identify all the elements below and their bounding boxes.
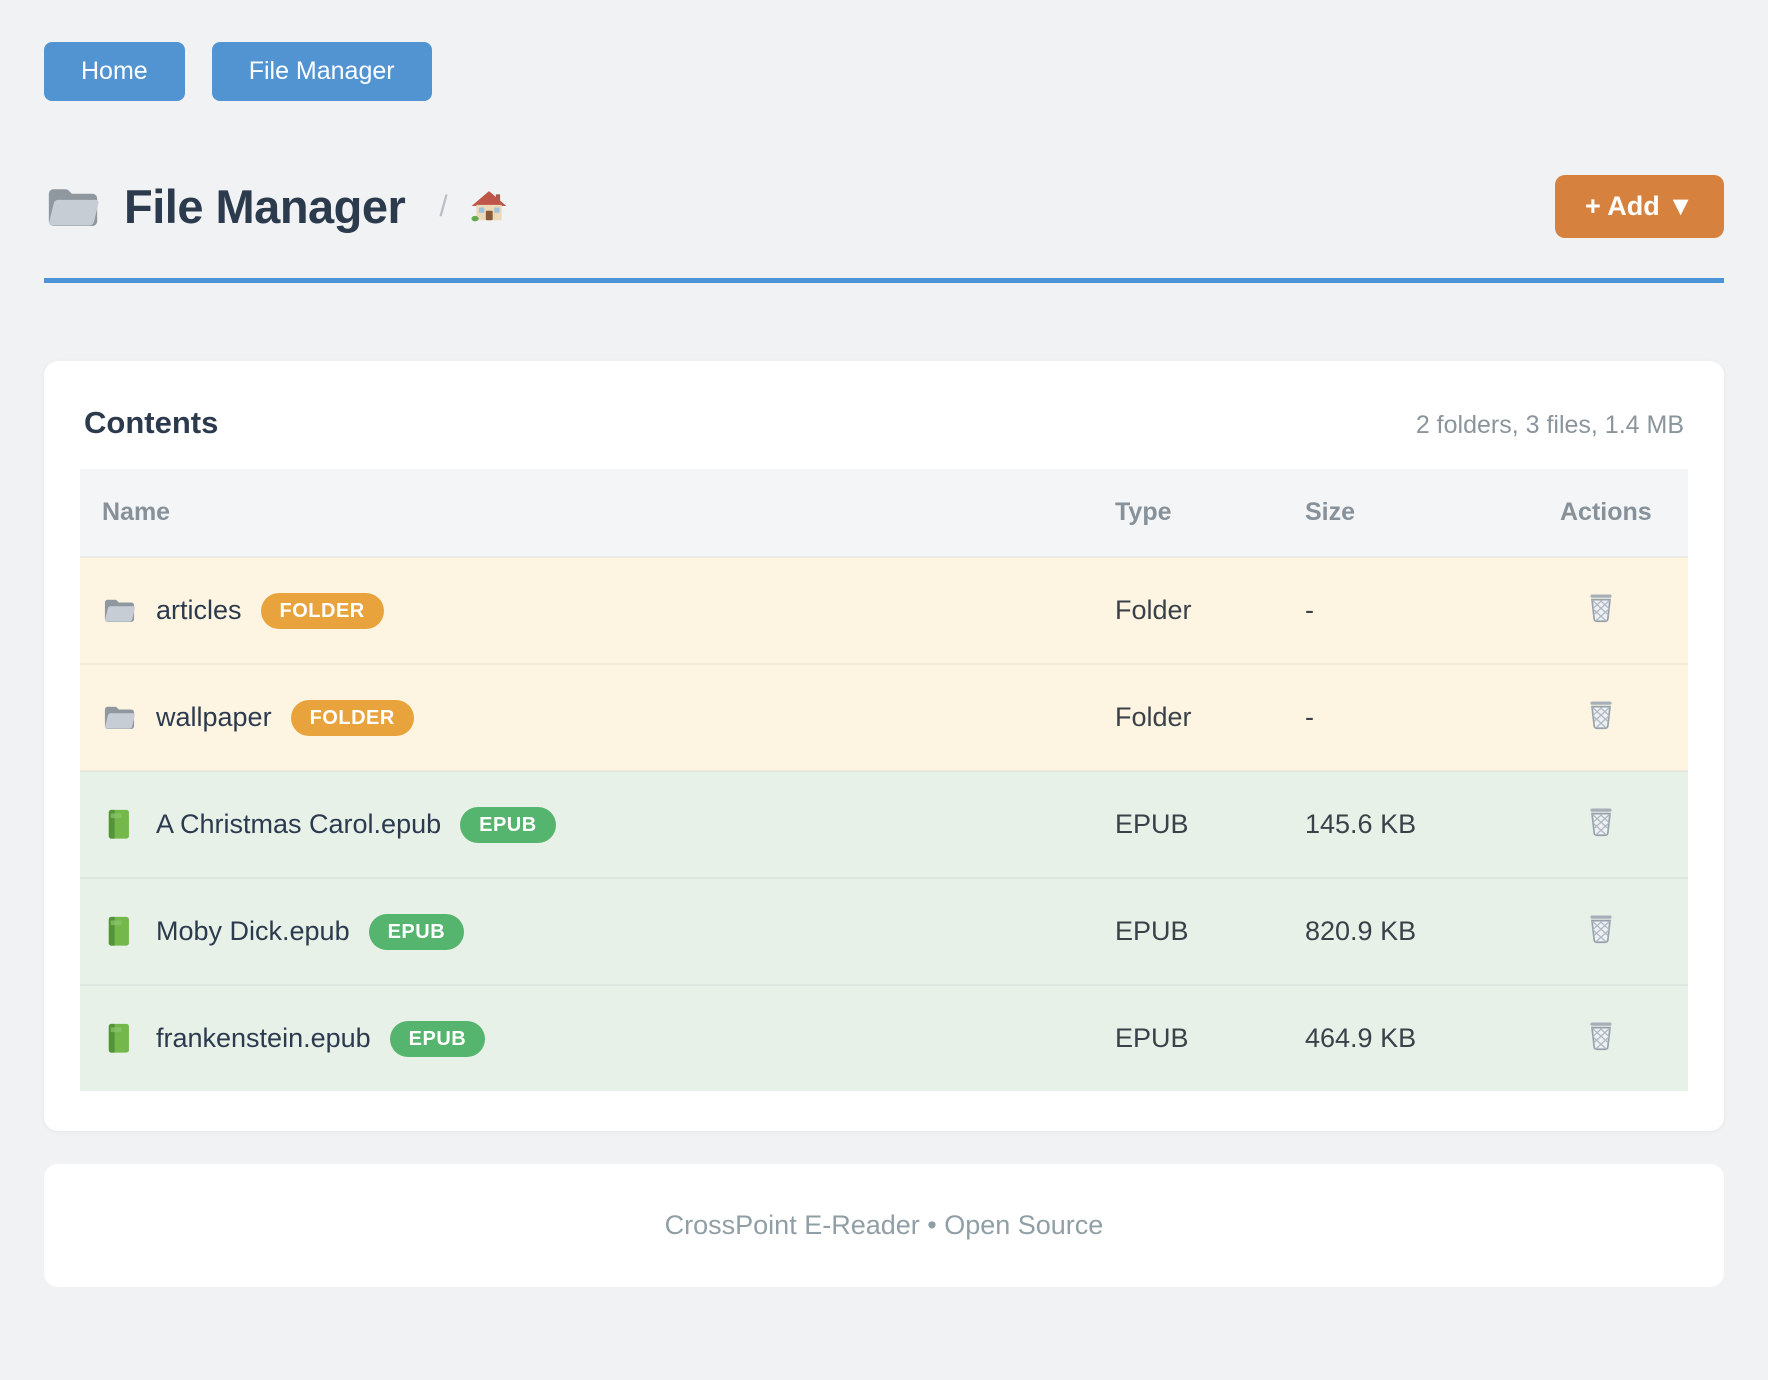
file-size: - — [1283, 663, 1538, 771]
column-header-size: Size — [1283, 469, 1538, 557]
folder-icon — [44, 178, 102, 236]
file-name: articles — [156, 595, 242, 625]
file-type: Folder — [1093, 556, 1283, 664]
breadcrumb-nav: Home File Manager — [44, 42, 1724, 101]
file-name: A Christmas Carol.epub — [156, 809, 442, 839]
file-type-badge: EPUB — [368, 913, 465, 950]
file-table-body: articles FOLDER Folder - wallpaper FOLDE… — [80, 556, 1688, 1091]
file-name: Moby Dick.epub — [156, 916, 350, 946]
book-icon — [102, 914, 137, 949]
breadcrumb-separator: / — [439, 189, 448, 223]
file-name: wallpaper — [156, 702, 272, 732]
trash-icon — [1582, 694, 1620, 734]
folder-icon — [102, 593, 137, 628]
folder-icon — [102, 700, 137, 735]
table-row[interactable]: articles FOLDER Folder - — [80, 556, 1688, 664]
nav-button-file-manager[interactable]: File Manager — [211, 42, 432, 101]
page-title: File Manager — [124, 180, 406, 233]
file-type: EPUB — [1093, 984, 1283, 1091]
file-size: - — [1283, 556, 1538, 664]
house-icon[interactable] — [470, 188, 508, 226]
column-header-name: Name — [80, 469, 1093, 557]
contents-card: Contents 2 folders, 3 files, 1.4 MB Name… — [44, 361, 1724, 1131]
contents-summary: 2 folders, 3 files, 1.4 MB — [1415, 411, 1684, 439]
header-divider — [44, 278, 1724, 283]
file-name: frankenstein.epub — [156, 1023, 371, 1053]
nav-button-home[interactable]: Home — [44, 42, 185, 101]
file-size: 820.9 KB — [1283, 877, 1538, 985]
delete-button[interactable] — [1582, 694, 1620, 734]
trash-icon — [1582, 587, 1620, 627]
page-title-group: File Manager / — [44, 178, 508, 236]
column-header-type: Type — [1093, 469, 1283, 557]
contents-heading: Contents — [84, 405, 219, 440]
delete-button[interactable] — [1582, 908, 1620, 948]
file-type: EPUB — [1093, 770, 1283, 878]
trash-icon — [1582, 908, 1620, 948]
footer: CrossPoint E-Reader • Open Source — [44, 1164, 1724, 1287]
file-table: Name Type Size Actions articles FOLDER F… — [80, 469, 1688, 1091]
table-header-row: Name Type Size Actions — [80, 469, 1688, 557]
table-row[interactable]: frankenstein.epub EPUB EPUB 464.9 KB — [80, 984, 1688, 1091]
column-header-actions: Actions — [1538, 469, 1688, 557]
file-size: 145.6 KB — [1283, 770, 1538, 878]
book-icon — [102, 807, 137, 842]
delete-button[interactable] — [1582, 587, 1620, 627]
trash-icon — [1582, 801, 1620, 841]
file-type: EPUB — [1093, 877, 1283, 985]
table-row[interactable]: A Christmas Carol.epub EPUB EPUB 145.6 K… — [80, 770, 1688, 878]
contents-card-header: Contents 2 folders, 3 files, 1.4 MB — [80, 405, 1688, 441]
delete-button[interactable] — [1582, 1015, 1620, 1055]
page: Home File Manager File Manager / + Add ▼… — [44, 42, 1724, 1287]
footer-text: CrossPoint E-Reader • Open Source — [664, 1210, 1104, 1240]
delete-button[interactable] — [1582, 801, 1620, 841]
trash-icon — [1582, 1015, 1620, 1055]
page-header: File Manager / + Add ▼ — [44, 175, 1724, 238]
file-type-badge: FOLDER — [260, 592, 384, 629]
file-type-badge: EPUB — [460, 806, 556, 843]
file-type: Folder — [1093, 663, 1283, 771]
add-button[interactable]: + Add ▼ — [1555, 175, 1724, 238]
table-row[interactable]: wallpaper FOLDER Folder - — [80, 663, 1688, 771]
file-type-badge: EPUB — [389, 1020, 486, 1057]
file-type-badge: FOLDER — [290, 699, 414, 736]
file-size: 464.9 KB — [1283, 984, 1538, 1091]
book-icon — [102, 1021, 137, 1056]
table-row[interactable]: Moby Dick.epub EPUB EPUB 820.9 KB — [80, 877, 1688, 985]
